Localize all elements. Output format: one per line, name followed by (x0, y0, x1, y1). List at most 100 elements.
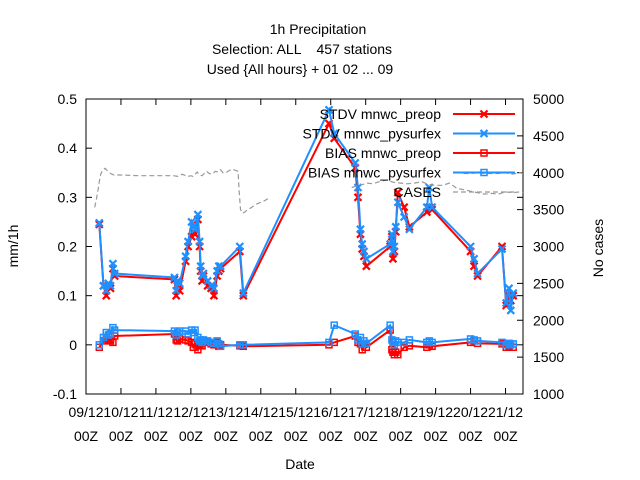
y2-tick-label: 1000 (533, 386, 564, 402)
data-point-marker (479, 109, 489, 119)
data-point-marker (356, 225, 365, 234)
x-tick-label: 09/12 (68, 404, 103, 420)
x-tick-sublabel: 00Z (354, 428, 379, 444)
data-point-marker (191, 326, 199, 334)
data-point-marker (362, 339, 371, 348)
data-point-marker (209, 284, 219, 293)
data-point-marker (509, 340, 517, 348)
x-tick-sublabel: 00Z (493, 428, 518, 444)
x-tick-sublabel: 00Z (144, 428, 169, 444)
data-point-marker (427, 205, 437, 214)
series-5 (351, 179, 524, 195)
data-point-marker (479, 129, 489, 138)
x-tick-sublabel: 00Z (319, 428, 344, 444)
x-tick-sublabel: 00Z (458, 428, 483, 444)
y2-tick-label: 3000 (533, 239, 564, 255)
y-tick-label: 0.1 (58, 288, 78, 304)
data-point-marker (387, 229, 397, 239)
data-point-marker (350, 158, 360, 168)
data-point-marker (393, 197, 403, 207)
series-3 (95, 321, 517, 351)
y-tick-label: -0.1 (53, 386, 77, 402)
chart-title-line: 1h Precipitation (270, 21, 367, 37)
legend-label: BIAS mnwc_pysurfex (308, 165, 441, 181)
data-point-marker (190, 225, 200, 234)
data-point-marker (405, 336, 414, 344)
y-tick-label: 0.2 (58, 239, 78, 255)
x-tick-label: 13/12 (208, 404, 243, 420)
data-point-marker (195, 237, 204, 246)
legend-label: STDV mnwc_preop (320, 106, 442, 122)
series-area (94, 105, 524, 359)
data-point-marker (428, 338, 436, 347)
data-point-marker (235, 242, 245, 251)
x-tick-label: 11/12 (139, 404, 173, 420)
x-tick-sublabel: 00Z (424, 428, 449, 444)
y2-axis-label: No cases (590, 219, 606, 277)
data-point-marker (386, 321, 394, 329)
data-point-marker (106, 281, 115, 291)
x-tick-label: 17/12 (348, 404, 383, 420)
data-point-marker (473, 337, 482, 345)
data-point-marker (108, 259, 118, 268)
data-point-marker (196, 261, 205, 271)
y2-tick-label: 5000 (533, 91, 564, 107)
data-point-marker (362, 254, 371, 264)
data-point-marker (391, 222, 401, 232)
x-tick-sublabel: 00Z (74, 428, 99, 444)
data-point-marker (95, 218, 104, 228)
x-tick-label: 14/12 (243, 404, 278, 420)
data-point-marker (385, 239, 395, 249)
data-point-marker (473, 271, 482, 281)
x-tick-label: 10/12 (103, 404, 138, 420)
data-point-marker (99, 281, 108, 291)
legend-label: BIAS mnwc_preop (325, 145, 441, 161)
data-point-marker (473, 269, 482, 278)
y2-tick-label: 4000 (533, 165, 564, 181)
series-1 (95, 105, 518, 315)
x-tick-label: 20/12 (453, 404, 488, 420)
y-tick-label: 0.4 (58, 140, 78, 156)
x-tick-sublabel: 00Z (214, 428, 239, 444)
series-4 (94, 167, 270, 215)
data-point-marker (480, 149, 488, 157)
data-point-marker (214, 261, 224, 271)
y2-tick-label: 4500 (533, 128, 564, 144)
chart-subtitle-line: Used {All hours} + 01 02 ... 09 (207, 61, 394, 77)
data-point-marker (239, 341, 248, 349)
plot-frame (85, 98, 524, 395)
data-point-marker (394, 350, 402, 359)
data-point-marker (239, 288, 248, 298)
y2-tick-label: 2500 (533, 275, 564, 291)
x-axis-label: Date (285, 456, 315, 472)
data-point-marker (216, 261, 225, 271)
data-point-marker (324, 105, 334, 115)
legend: STDV mnwc_preop STDV mnwc_pysurfex BIAS mn… (303, 106, 515, 200)
data-point-marker (325, 338, 333, 347)
data-point-marker (362, 261, 371, 271)
data-point-marker (505, 339, 513, 348)
x-tick-label: 16/12 (313, 404, 348, 420)
x-tick-label: 12/12 (173, 404, 208, 420)
data-point-marker (405, 225, 414, 234)
y2-tick-label: 3500 (533, 202, 564, 218)
x-tick-sublabel: 00Z (284, 428, 309, 444)
data-point-marker (181, 252, 190, 261)
x-tick-sublabel: 00Z (389, 428, 414, 444)
data-point-marker (506, 306, 516, 315)
data-point-marker (329, 129, 339, 138)
data-point-marker (497, 244, 507, 254)
data-point-marker (399, 212, 409, 222)
data-point-marker (171, 286, 181, 296)
data-point-marker (209, 291, 219, 300)
data-point-marker (393, 188, 403, 197)
y-tick-label: 0 (69, 337, 77, 353)
x-tick-sublabel: 00Z (179, 428, 204, 444)
data-point-marker (501, 298, 511, 308)
data-point-marker (95, 341, 104, 349)
x-tick-label: 19/12 (418, 404, 453, 420)
chart-title: 1h Precipitation Selection: ALL 457 stat… (207, 21, 394, 77)
series-0 (95, 119, 518, 310)
data-point-marker (390, 242, 399, 251)
